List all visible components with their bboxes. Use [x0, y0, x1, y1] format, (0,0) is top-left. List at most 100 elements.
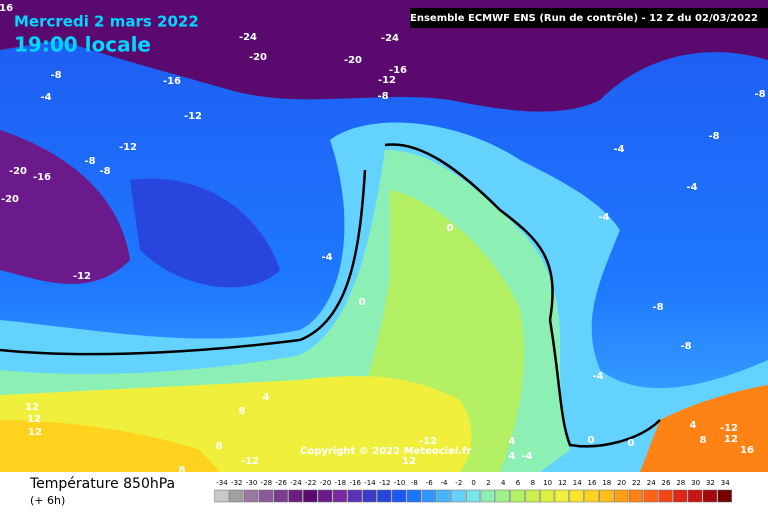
- colorbar-swatch: [391, 489, 407, 503]
- colorbar-swatch: [480, 489, 496, 503]
- colorbar-tick: -20: [320, 479, 331, 487]
- colorbar-tick: 30: [691, 479, 700, 487]
- colorbar-tick: 24: [647, 479, 656, 487]
- contour-label: 0: [588, 435, 595, 446]
- colorbar-swatch: [421, 489, 436, 503]
- contour-label: 12: [28, 427, 42, 438]
- colorbar-swatch: [658, 489, 673, 503]
- contour-label: 4: [690, 420, 697, 431]
- contour-label: -24: [239, 32, 257, 43]
- colorbar-swatch: [510, 489, 525, 503]
- colorbar-tick: -8: [411, 479, 418, 487]
- contour-label: 12: [724, 434, 738, 445]
- colorbar-tick: -34: [216, 479, 228, 487]
- contour-label: 4: [509, 451, 516, 462]
- contour-label: 0: [447, 223, 454, 234]
- colorbar-swatch: [243, 489, 259, 503]
- contour-label: -8: [708, 131, 719, 142]
- contour-label: -20: [344, 55, 362, 66]
- colorbar-swatch: [628, 489, 644, 503]
- colorbar-tick: -28: [261, 479, 272, 487]
- copyright: Copyright © 2022 Meteociel.fr: [300, 446, 471, 457]
- contour-label: 8: [216, 441, 223, 452]
- colorbar-tick: -24: [290, 479, 302, 487]
- contour-label: -16: [163, 76, 181, 87]
- colorbar-tick: 10: [543, 479, 552, 487]
- colorbar-tick: -4: [441, 479, 449, 487]
- contour-label: -8: [680, 341, 691, 352]
- colorbar-tick: -18: [335, 479, 346, 487]
- colorbar-tick: 0: [471, 479, 475, 487]
- contour-label: -4: [40, 92, 51, 103]
- contour-label: -16: [0, 3, 13, 14]
- contour-label: 8: [179, 465, 186, 476]
- colorbar-tick: 34: [721, 479, 730, 487]
- colorbar-tick: 4: [501, 479, 506, 487]
- colorbar-swatch: [539, 489, 555, 503]
- colorbar-swatch: [273, 489, 288, 503]
- colorbar-swatch: [347, 489, 362, 503]
- colorbar-swatch: [229, 489, 244, 503]
- colorbar-swatch: [317, 489, 333, 503]
- contour-label: -16: [389, 65, 407, 76]
- contour-label: -12: [73, 271, 91, 282]
- contour-label: 8: [700, 435, 707, 446]
- colorbar-tick: 8: [531, 479, 535, 487]
- contour-label: -8: [99, 166, 110, 177]
- contour-label: 0: [628, 438, 635, 449]
- contour-label: 4: [509, 436, 516, 447]
- contour-label: 8: [239, 406, 246, 417]
- colorbar-swatch: [569, 489, 584, 503]
- colorbar-tick: -32: [231, 479, 242, 487]
- colorbar-swatch: [687, 489, 703, 503]
- contour-label: -8: [754, 89, 765, 100]
- colorbar-swatch: [702, 489, 718, 503]
- colorbar-swatch: [643, 489, 658, 503]
- map: [0, 0, 768, 472]
- contour-labels: -16-24-24-20-20-16-12-8-16-8-4-12-12-8-8…: [0, 3, 766, 476]
- contour-label: -8: [652, 302, 663, 313]
- colorbar-swatch: [303, 489, 318, 503]
- colorbar-swatch: [554, 489, 570, 503]
- contour-label: -20: [9, 166, 27, 177]
- colorbar-tick: -26: [275, 479, 287, 487]
- contour-label: -16: [33, 172, 51, 183]
- colorbar-swatch: [673, 489, 688, 503]
- colorbar-tick: 16: [588, 479, 597, 487]
- contour-label: -12: [119, 142, 137, 153]
- colorbar-swatch: [332, 489, 348, 503]
- colorbar-tick: -6: [426, 479, 434, 487]
- contour-label: -8: [50, 70, 61, 81]
- footer-step: (+ 6h): [30, 494, 65, 507]
- colorbar-swatch: [525, 489, 540, 503]
- contour-label: -8: [84, 156, 95, 167]
- colorbar-swatch: [258, 489, 274, 503]
- colorbar-tick: 18: [602, 479, 611, 487]
- colorbar-tick: -22: [305, 479, 316, 487]
- colorbar-tick: 12: [558, 479, 567, 487]
- contour-label: -12: [241, 456, 259, 467]
- contour-label: -12: [184, 111, 202, 122]
- contour-label: 12: [25, 402, 39, 413]
- colorbar-swatch: [451, 489, 466, 503]
- colorbar-swatch: [377, 489, 392, 503]
- contour-label: -20: [249, 52, 267, 63]
- colorbar-tick: 6: [516, 479, 521, 487]
- contour-label: -12: [720, 423, 738, 434]
- colorbar-swatch: [584, 489, 599, 503]
- contour-label: 4: [263, 392, 270, 403]
- colorbar-tick: -2: [455, 479, 462, 487]
- colorbar-tick: 2: [486, 479, 490, 487]
- colorbar-tick: -10: [394, 479, 405, 487]
- contour-label: 0: [359, 297, 366, 308]
- colorbar-tick: 20: [617, 479, 626, 487]
- colorbar-tick: -12: [379, 479, 390, 487]
- model-banner: [410, 8, 768, 28]
- contour-label: -20: [1, 194, 19, 205]
- colorbar-swatch: [495, 489, 510, 503]
- colorbar-tick: 22: [632, 479, 641, 487]
- contour-label: 16: [740, 445, 754, 456]
- contour-label: -4: [686, 182, 697, 193]
- colorbar-swatch: [214, 489, 229, 503]
